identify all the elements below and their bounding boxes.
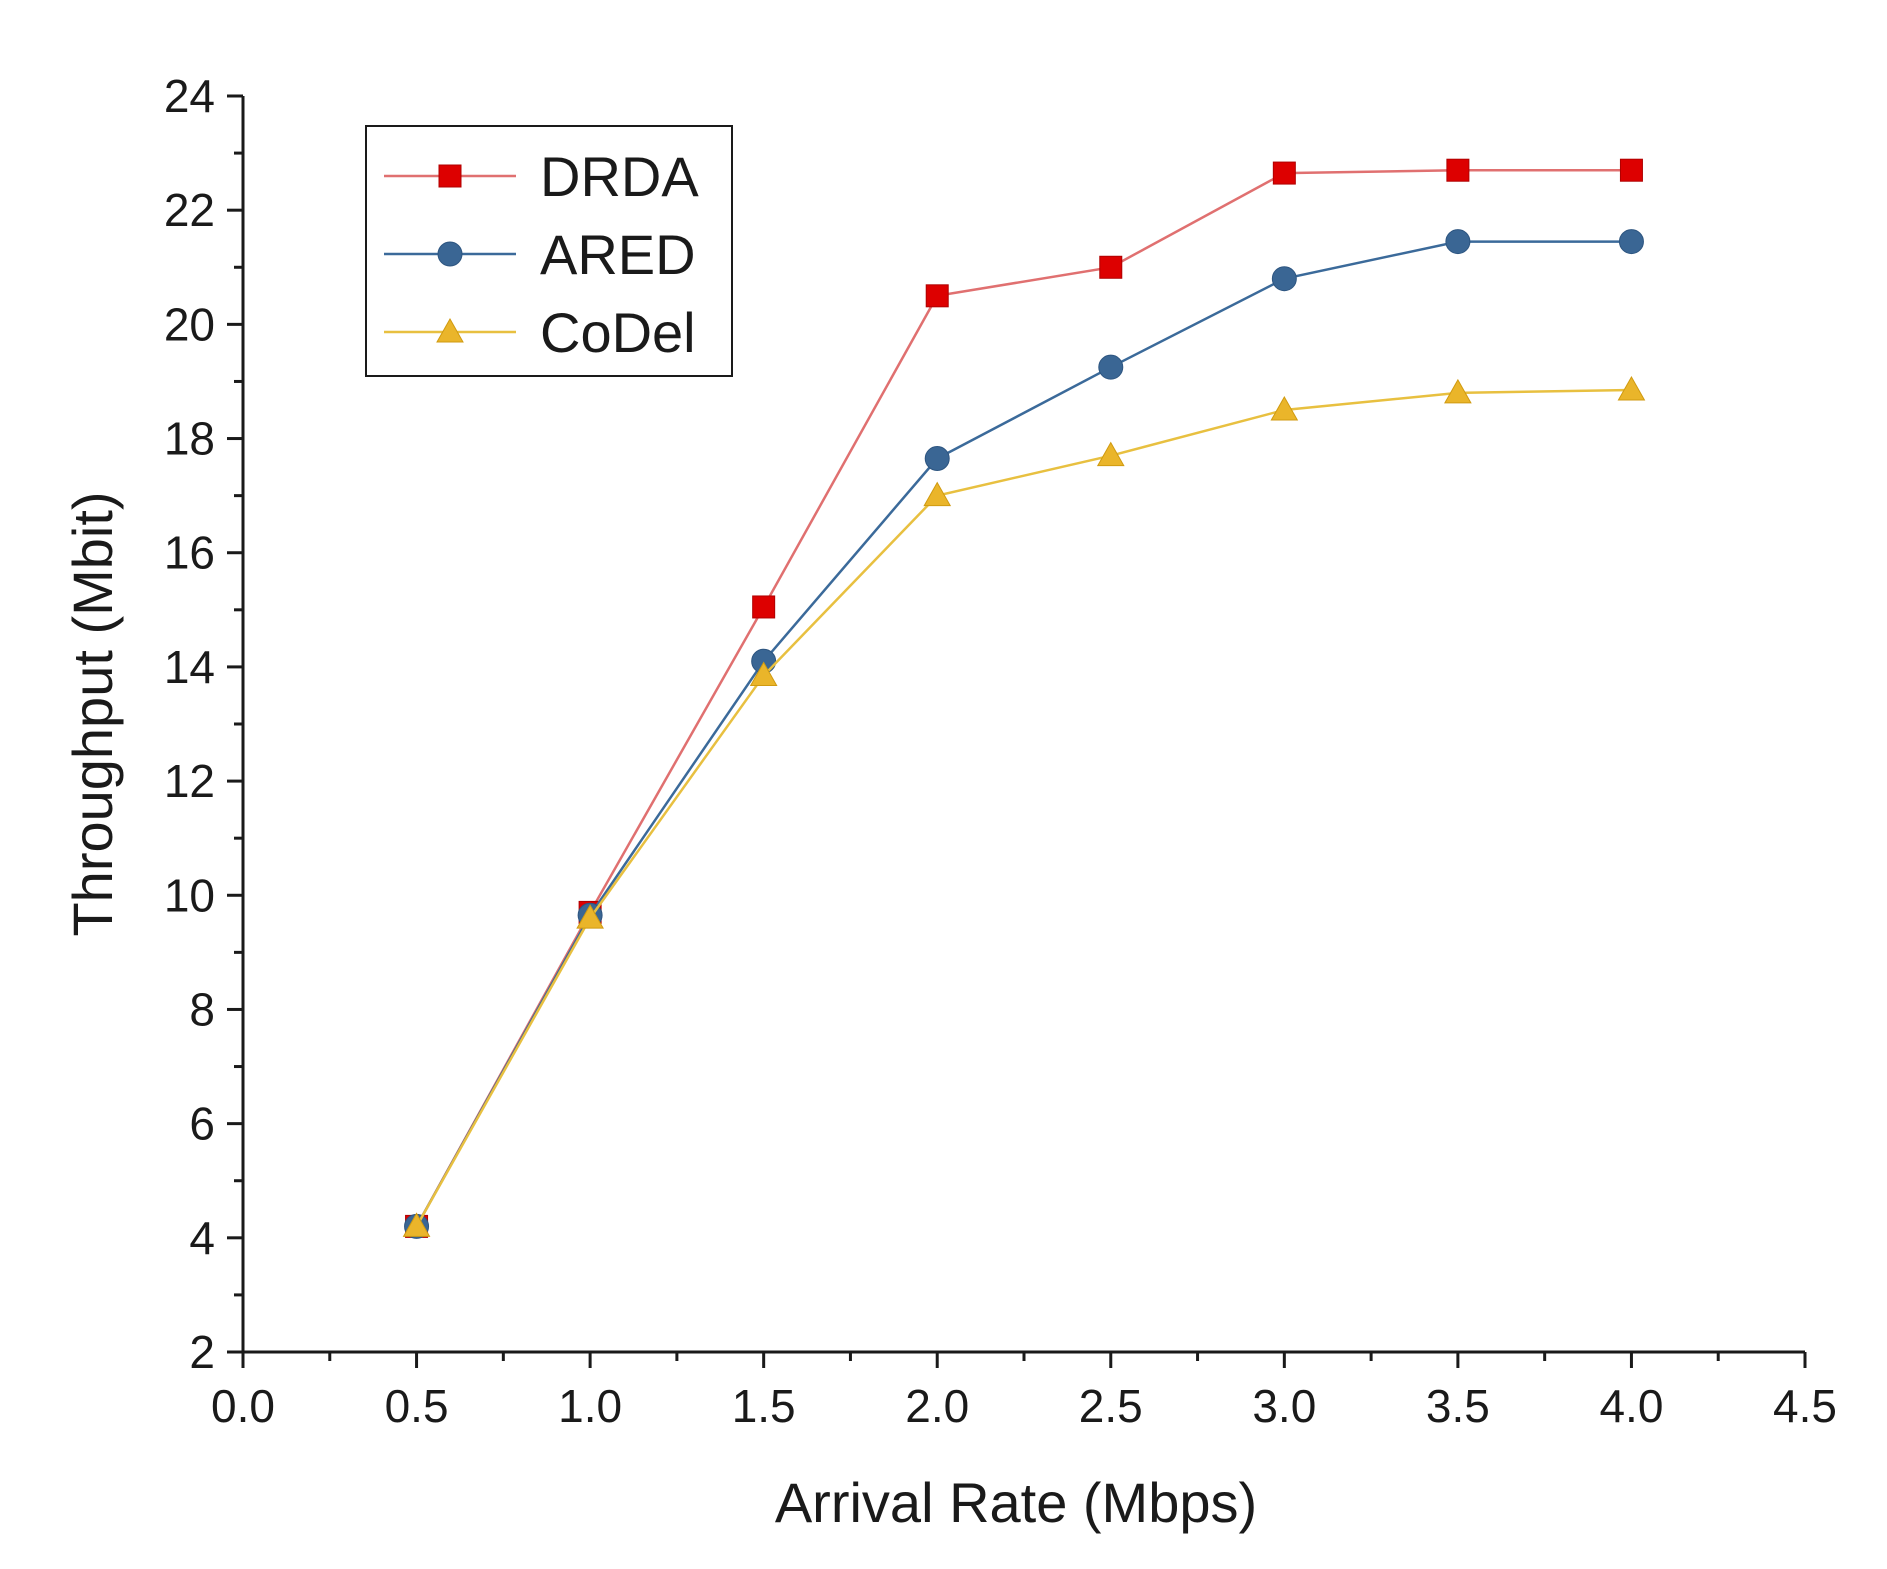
point-ared-5 xyxy=(1271,266,1297,292)
legend-label-ared: ARED xyxy=(540,223,696,286)
x-tick-label-0: 0.0 xyxy=(211,1380,275,1432)
x-tick-label-6: 3.0 xyxy=(1252,1380,1316,1432)
point-ared-4 xyxy=(1098,354,1124,380)
point-ared-3 xyxy=(924,446,950,472)
series-line-codel xyxy=(415,388,1632,1228)
y-tick-label-2: 6 xyxy=(189,1098,215,1150)
x-axis-title: Arrival Rate (Mbps) xyxy=(775,1471,1257,1534)
y-tick-label-5: 12 xyxy=(164,755,215,807)
y-tick-label-1: 4 xyxy=(189,1212,215,1264)
legend-marker-drda xyxy=(438,164,462,188)
y-tick-label-3: 8 xyxy=(189,983,215,1035)
point-codel-7 xyxy=(1617,376,1646,401)
x-tick-label-3: 1.5 xyxy=(732,1380,796,1432)
point-codel-0 xyxy=(402,1212,431,1237)
legend-marker-ared xyxy=(437,241,463,267)
series-line-ared xyxy=(415,240,1632,1228)
y-tick-label-7: 16 xyxy=(164,527,215,579)
y-tick-label-9: 20 xyxy=(164,298,215,350)
point-codel-6 xyxy=(1444,378,1472,404)
point-drda-2 xyxy=(752,595,776,619)
point-drda-4 xyxy=(1099,255,1123,279)
legend: DRDA ARED CoDel xyxy=(365,125,733,377)
x-tick-label-9: 4.5 xyxy=(1773,1380,1837,1432)
y-tick-label-0: 2 xyxy=(189,1326,215,1378)
x-tick-label-8: 4.0 xyxy=(1599,1380,1663,1432)
series-layer xyxy=(402,158,1646,1239)
series-drda xyxy=(405,158,1643,1238)
legend-label-drda: DRDA xyxy=(540,145,699,208)
x-tick-label-7: 3.5 xyxy=(1426,1380,1490,1432)
legend-label-codel: CoDel xyxy=(540,301,696,364)
x-tick-label-5: 2.5 xyxy=(1079,1380,1143,1432)
point-drda-5 xyxy=(1272,161,1296,185)
y-axis-title: Throughput (Mbit) xyxy=(61,491,124,936)
point-ared-6 xyxy=(1445,229,1471,255)
y-tick-label-6: 14 xyxy=(164,641,215,693)
y-tick-label-11: 24 xyxy=(164,70,215,122)
x-tick-label-4: 2.0 xyxy=(905,1380,969,1432)
series-codel xyxy=(402,376,1646,1237)
point-ared-7 xyxy=(1618,229,1644,255)
point-codel-5 xyxy=(1270,395,1299,421)
series-line-drda xyxy=(415,168,1632,1228)
point-codel-1 xyxy=(576,904,604,929)
x-tick-label-2: 1.0 xyxy=(558,1380,622,1432)
y-tick-label-10: 22 xyxy=(164,184,215,236)
x-tick-label-1: 0.5 xyxy=(385,1380,449,1432)
point-codel-3 xyxy=(923,481,952,507)
point-codel-2 xyxy=(749,661,778,686)
y-tick-label-8: 18 xyxy=(164,413,215,465)
axes: 0.0 0.5 1.0 1.5 2.0 2.5 3.0 3.5 4.0 4.52468101214… xyxy=(164,70,1837,1432)
point-drda-6 xyxy=(1446,158,1470,182)
legend-box xyxy=(365,125,733,377)
legend-marker-codel xyxy=(436,317,464,343)
point-codel-4 xyxy=(1096,441,1125,467)
y-tick-label-4: 10 xyxy=(164,869,215,921)
point-drda-7 xyxy=(1619,158,1643,182)
point-drda-3 xyxy=(925,284,949,308)
